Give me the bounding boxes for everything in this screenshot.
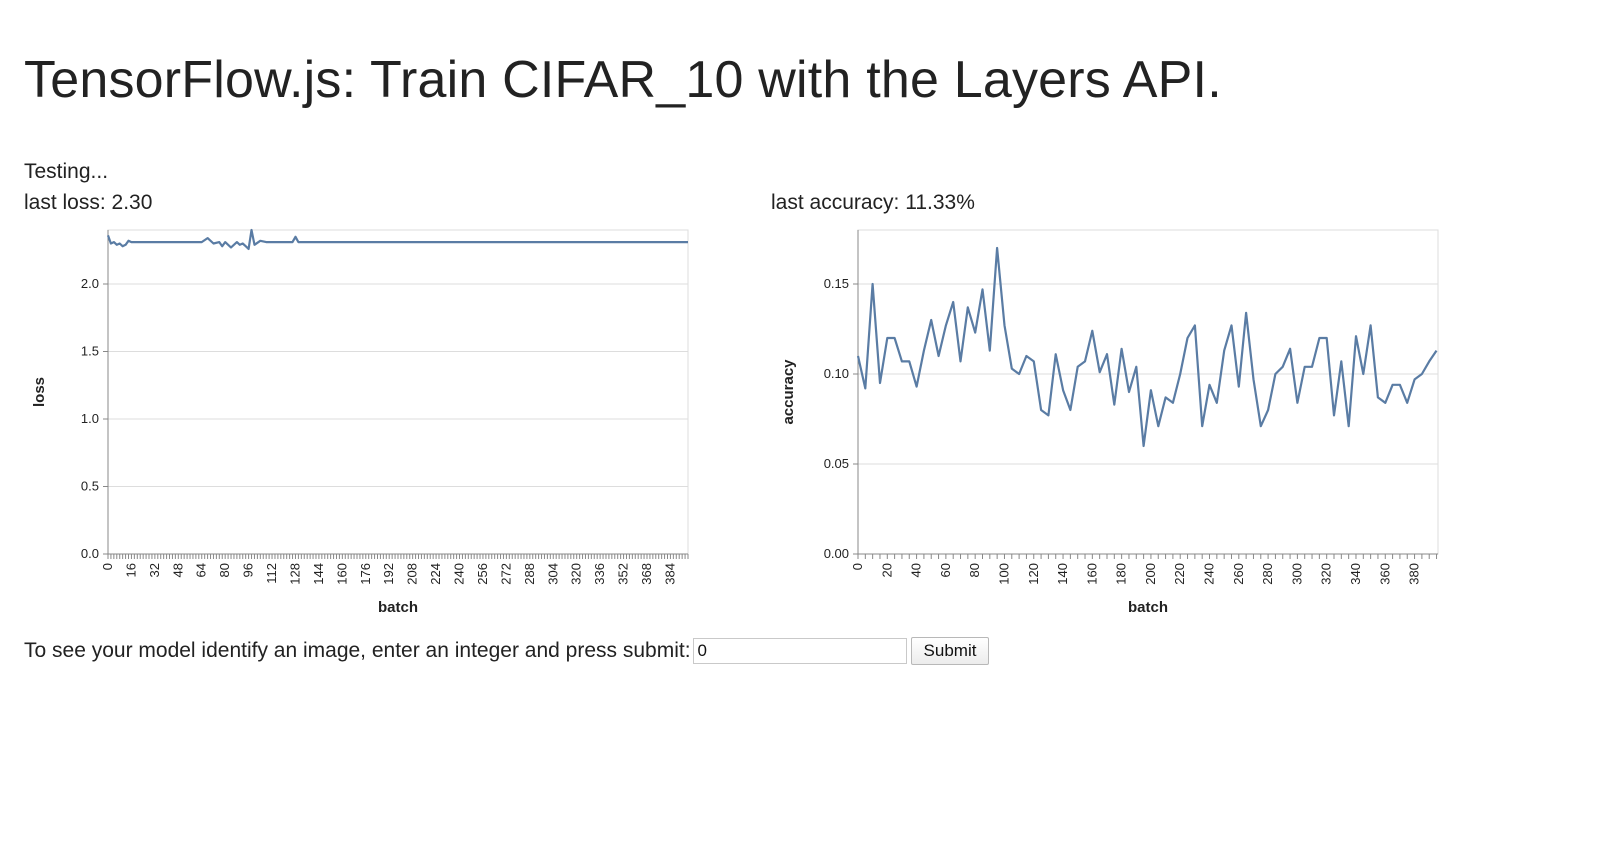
accuracy-x-tick-label: 220 [1172, 563, 1187, 585]
accuracy-x-tick-label: 380 [1407, 563, 1422, 585]
loss-y-tick-label: 1.5 [81, 344, 99, 359]
loss-x-tick-label: 128 [287, 563, 302, 585]
image-index-input[interactable] [692, 638, 907, 664]
submit-button[interactable]: Submit [910, 637, 990, 665]
accuracy-x-tick-label: 40 [909, 563, 924, 577]
loss-y-tick-label: 0.5 [81, 479, 99, 494]
loss-x-tick-label: 32 [147, 563, 162, 577]
loss-series-line [106, 228, 688, 250]
accuracy-x-tick-label: 160 [1084, 563, 1099, 585]
loss-y-tick-label: 1.0 [81, 411, 99, 426]
loss-x-tick-label: 80 [217, 563, 232, 577]
accuracy-x-tick-label: 20 [879, 563, 894, 577]
accuracy-x-tick-label: 200 [1143, 563, 1158, 585]
accuracy-x-tick-label: 240 [1202, 563, 1217, 585]
loss-y-tick-label: 2.0 [81, 276, 99, 291]
loss-x-tick-label: 256 [475, 563, 490, 585]
loss-x-tick-label: 272 [498, 563, 513, 585]
identify-prompt: To see your model identify an image, ent… [24, 639, 691, 662]
identify-row: To see your model identify an image, ent… [24, 637, 990, 665]
accuracy-y-tick-label: 0.00 [824, 546, 849, 561]
loss-x-tick-label: 48 [170, 563, 185, 577]
loss-plot-frame [107, 229, 689, 555]
loss-x-tick-label: 368 [639, 563, 654, 585]
accuracy-x-tick-label: 320 [1319, 563, 1334, 585]
loss-x-tick-label: 352 [616, 563, 631, 585]
accuracy-x-axis-title: batch [1128, 599, 1168, 616]
accuracy-x-tick-label: 180 [1114, 563, 1129, 585]
accuracy-x-tick-label: 80 [967, 563, 982, 577]
accuracy-x-tick-label: 300 [1289, 563, 1304, 585]
loss-y-axis-title: loss [31, 377, 48, 407]
last-loss-label: last loss: 2.30 [24, 191, 153, 214]
page-title: TensorFlow.js: Train CIFAR_10 with the L… [24, 51, 1222, 109]
loss-x-tick-label: 192 [381, 563, 396, 585]
loss-x-tick-label: 16 [123, 563, 138, 577]
status-text: Testing... [24, 160, 109, 183]
loss-x-tick-label: 176 [358, 563, 373, 585]
loss-chart-svg: 0.0 0.5 1.0 1.5 2.0 0 16 32 48 64 80 96 112 128 144 160… [31, 228, 689, 616]
loss-x-tick-label: 224 [428, 563, 443, 585]
accuracy-x-tick-label: 260 [1231, 563, 1246, 585]
accuracy-x-tick-label: 280 [1260, 563, 1275, 585]
accuracy-y-axis-title: accuracy [780, 359, 797, 425]
loss-x-tick-label: 304 [545, 563, 560, 585]
accuracy-y-tick-label: 0.15 [824, 276, 849, 291]
loss-x-tick-label: 96 [241, 563, 256, 577]
loss-x-tick-label: 144 [311, 563, 326, 585]
accuracy-x-tick-label: 120 [1026, 563, 1041, 585]
loss-x-tick-label: 0 [100, 563, 115, 570]
accuracy-x-tick-label: 100 [996, 563, 1011, 585]
last-accuracy-label: last accuracy: 11.33% [771, 191, 975, 214]
loss-x-tick-label: 64 [194, 563, 209, 577]
accuracy-x-tick-label: 140 [1055, 563, 1070, 585]
accuracy-y-tick-label: 0.10 [824, 366, 849, 381]
loss-chart: 0.0 0.5 1.0 1.5 2.0 0 16 32 48 64 80 96 112 128 144 160… [0, 222, 700, 616]
loss-x-tick-label: 320 [569, 563, 584, 585]
loss-x-axis-title: batch [378, 599, 418, 616]
accuracy-x-tick-label: 60 [938, 563, 953, 577]
loss-x-tick-label: 384 [662, 563, 677, 585]
accuracy-chart: 0.00 0.05 0.10 0.15 0 20 40 60 80 100 120 140 160 180… [760, 222, 1460, 616]
loss-x-tick-label: 160 [334, 563, 349, 585]
accuracy-y-tick-label: 0.05 [824, 456, 849, 471]
loss-x-tick-label: 240 [452, 563, 467, 585]
accuracy-x-tick-label: 340 [1348, 563, 1363, 585]
accuracy-chart-svg: 0.00 0.05 0.10 0.15 0 20 40 60 80 100 120 140 160 180… [780, 229, 1439, 616]
loss-x-tick-label: 288 [522, 563, 537, 585]
accuracy-x-tick-label: 0 [850, 563, 865, 570]
loss-y-tick-label: 0.0 [81, 546, 99, 561]
accuracy-series-line [856, 246, 1438, 448]
accuracy-x-tick-label: 360 [1377, 563, 1392, 585]
loss-x-tick-label: 112 [264, 563, 279, 584]
loss-x-tick-label: 336 [592, 563, 607, 585]
loss-x-tick-label: 208 [405, 563, 420, 585]
